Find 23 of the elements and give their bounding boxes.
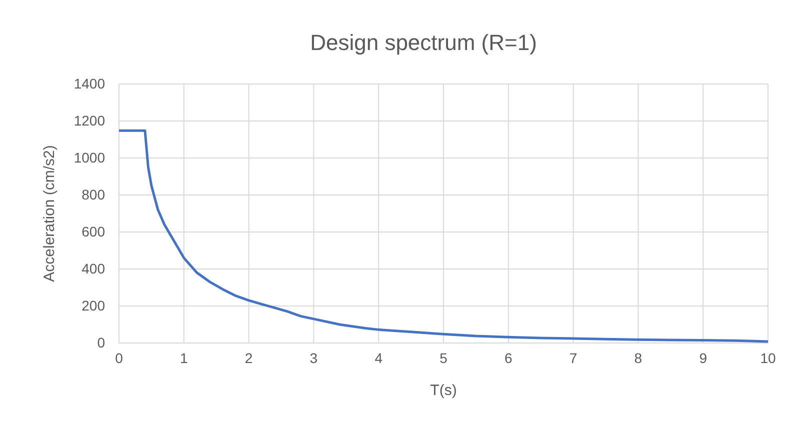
- x-tick-label: 8: [634, 350, 642, 366]
- y-tick-label: 200: [82, 297, 106, 314]
- y-tick-label: 1000: [74, 149, 106, 166]
- y-tick-label: 400: [82, 260, 106, 276]
- x-tick-label: 6: [504, 350, 512, 366]
- y-axis-title: Acceleration (cm/s2): [41, 145, 58, 282]
- y-tick-label: 1200: [74, 112, 106, 128]
- y-tick-label: 800: [82, 186, 106, 202]
- x-tick-label: 0: [115, 350, 124, 366]
- x-tick-label: 3: [310, 350, 318, 366]
- y-tick-label: 1400: [74, 75, 106, 92]
- x-axis-title: T(s): [430, 382, 457, 399]
- x-tick-label: 1: [180, 350, 188, 366]
- x-tick-label: 5: [440, 350, 448, 366]
- x-tick-label: 9: [699, 350, 708, 366]
- y-tick-label: 600: [82, 223, 106, 240]
- x-tick-label: 7: [569, 350, 578, 366]
- x-tick-label: 4: [374, 350, 383, 366]
- x-tick-label: 10: [760, 350, 776, 366]
- chart-title: Design spectrum (R=1): [310, 30, 537, 55]
- line-series: [118, 129, 770, 343]
- x-tick-label: 2: [244, 350, 253, 366]
- y-tick-label: 0: [97, 334, 106, 350]
